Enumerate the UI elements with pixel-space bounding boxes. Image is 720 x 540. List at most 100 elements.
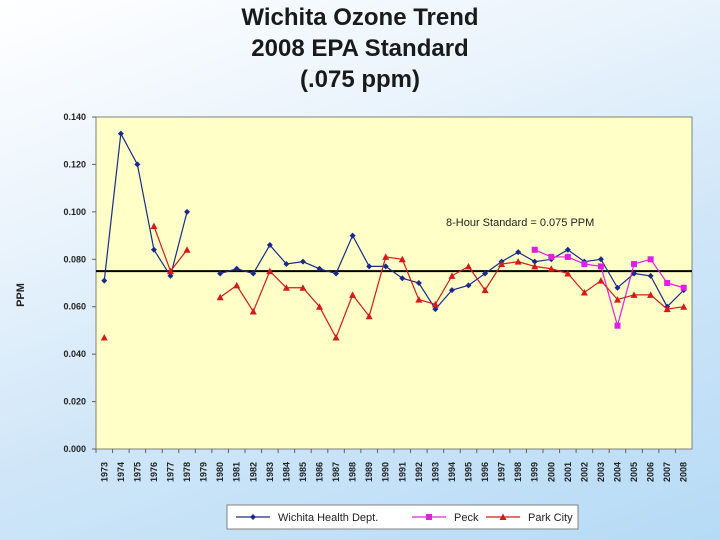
x-tick-label: 1995 <box>464 462 474 482</box>
data-point-peck <box>548 253 555 260</box>
data-point-wichita-health-dept <box>614 284 621 291</box>
data-point-peck <box>647 256 654 263</box>
data-point-wichita-health-dept <box>448 287 455 294</box>
x-tick-label: 1991 <box>397 462 407 482</box>
x-tick-label: 2003 <box>596 462 606 482</box>
data-point-park-city <box>365 312 373 320</box>
x-tick-label: 1988 <box>348 462 358 482</box>
x-tick-label: 2001 <box>563 462 573 482</box>
x-tick-label: 1976 <box>149 462 159 482</box>
data-point-park-city <box>167 267 174 275</box>
x-tick-label: 1990 <box>381 462 391 482</box>
x-tick-label: 1975 <box>132 462 142 482</box>
y-tick-label: 0.120 <box>63 159 86 169</box>
data-point-wichita-health-dept <box>597 256 604 263</box>
data-point-park-city <box>431 300 439 308</box>
data-point-wichita-health-dept <box>167 272 174 279</box>
legend-marker-wichita-health-dept <box>250 514 256 520</box>
x-tick-label: 1983 <box>265 462 275 482</box>
standard-line-label: 8-Hour Standard = 0.075 PPM <box>446 217 594 229</box>
x-tick-label: 1992 <box>414 462 424 482</box>
data-point-peck <box>531 246 538 253</box>
legend-label-park-city: Park City <box>528 512 573 524</box>
data-point-wichita-health-dept <box>134 161 141 168</box>
data-point-park-city <box>150 222 158 230</box>
data-point-park-city <box>415 296 423 303</box>
x-tick-label: 1978 <box>182 462 192 482</box>
x-tick-label: 1987 <box>331 462 341 482</box>
x-tick-label: 1980 <box>215 462 225 482</box>
x-tick-label: 1977 <box>166 462 176 482</box>
x-tick-label: 1979 <box>199 462 209 482</box>
title-line-3: (.075 ppm) <box>299 66 421 93</box>
data-point-park-city <box>266 267 274 275</box>
x-tick-label: 1982 <box>248 462 258 482</box>
data-point-wichita-health-dept <box>531 258 538 265</box>
x-tick-label: 1994 <box>447 462 457 482</box>
data-point-park-city <box>680 303 688 310</box>
y-tick-label: 0.000 <box>63 444 86 454</box>
data-point-wichita-health-dept <box>399 275 406 282</box>
chart-title: Wichita Ozone Trend 2008 EPA Standard (.… <box>0 2 720 95</box>
data-point-park-city <box>216 293 224 301</box>
y-tick-label: 0.100 <box>63 207 86 217</box>
data-point-park-city <box>531 262 539 270</box>
data-point-peck <box>680 284 687 291</box>
x-tick-label: 1998 <box>513 462 523 482</box>
data-point-wichita-health-dept <box>349 232 356 239</box>
data-point-park-city <box>282 284 290 291</box>
y-tick-label: 0.020 <box>63 397 86 407</box>
x-tick-label: 1986 <box>315 462 325 482</box>
x-tick-label: 1974 <box>116 462 126 482</box>
data-point-peck <box>597 263 604 270</box>
data-point-park-city <box>382 253 390 260</box>
data-point-wichita-health-dept <box>366 263 373 270</box>
data-point-park-city <box>465 262 472 270</box>
data-point-wichita-health-dept <box>333 270 340 277</box>
data-point-wichita-health-dept <box>482 270 489 277</box>
x-tick-label: 2005 <box>629 462 639 482</box>
data-point-wichita-health-dept <box>631 270 638 277</box>
x-tick-label: 1997 <box>497 462 507 482</box>
x-tick-label: 2004 <box>613 462 623 482</box>
data-point-wichita-health-dept <box>184 208 191 215</box>
x-tick-label: 2008 <box>679 462 689 482</box>
series-line-peck <box>534 249 684 328</box>
data-point-wichita-health-dept <box>465 282 472 289</box>
legend-label-peck: Peck <box>454 512 479 524</box>
data-point-park-city <box>233 281 241 289</box>
data-point-wichita-health-dept <box>283 261 290 268</box>
data-point-wichita-health-dept <box>432 306 439 313</box>
x-tick-label: 1989 <box>364 462 374 482</box>
y-axis-label: PPM <box>15 283 27 307</box>
data-point-wichita-health-dept <box>299 258 306 265</box>
data-point-park-city <box>183 246 191 253</box>
data-point-wichita-health-dept <box>150 246 157 253</box>
data-point-park-city <box>547 265 555 272</box>
data-point-wichita-health-dept <box>250 270 257 277</box>
data-point-park-city <box>663 305 671 313</box>
data-point-park-city <box>316 303 323 310</box>
x-tick-label: 1984 <box>281 462 291 482</box>
data-point-wichita-health-dept <box>647 272 654 279</box>
data-point-park-city <box>448 272 456 279</box>
data-point-park-city <box>647 291 655 298</box>
x-tick-label: 2007 <box>662 462 672 482</box>
data-point-peck <box>614 322 621 329</box>
data-point-park-city <box>564 270 572 277</box>
data-point-park-city <box>100 334 108 341</box>
title-line-1: Wichita Ozone Trend <box>241 4 479 31</box>
x-tick-label: 1973 <box>99 462 109 482</box>
data-point-wichita-health-dept <box>101 277 108 284</box>
data-point-peck <box>664 280 671 286</box>
title-line-2: 2008 EPA Standard <box>251 35 469 62</box>
data-point-wichita-health-dept <box>415 280 422 286</box>
data-point-wichita-health-dept <box>266 242 273 249</box>
data-point-park-city <box>597 277 605 284</box>
x-tick-label: 2000 <box>546 462 556 482</box>
data-point-park-city <box>514 258 522 265</box>
data-point-wichita-health-dept <box>515 249 522 256</box>
y-tick-label: 0.040 <box>63 349 86 359</box>
data-point-park-city <box>481 286 489 294</box>
data-point-park-city <box>498 260 506 268</box>
